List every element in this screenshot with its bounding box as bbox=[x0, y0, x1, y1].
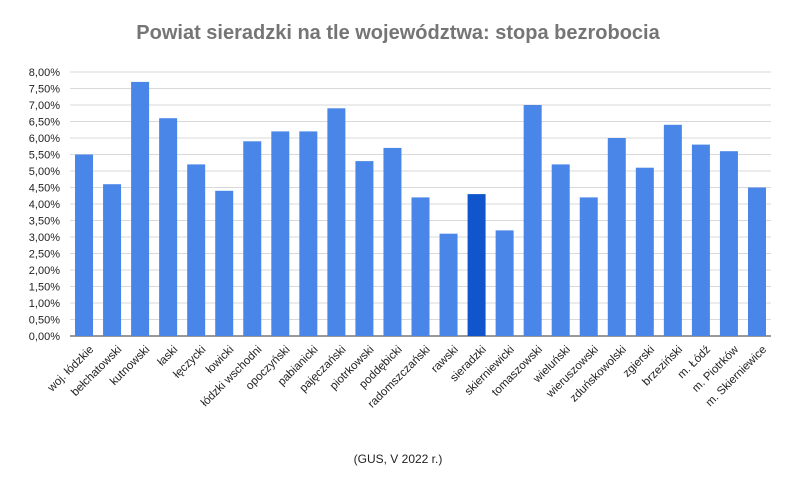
y-tick-label: 3,00% bbox=[29, 232, 60, 244]
source-note: (GUS, V 2022 r.) bbox=[353, 452, 443, 466]
y-tick-label: 7,00% bbox=[29, 100, 60, 112]
bar bbox=[271, 131, 290, 336]
bar bbox=[355, 161, 374, 336]
y-tick-label: 7,50% bbox=[29, 84, 60, 96]
bar bbox=[75, 154, 94, 336]
bar bbox=[187, 164, 206, 336]
y-tick-label: 5,00% bbox=[29, 166, 60, 178]
chart-title: Powiat sieradzki na tle województwa: sto… bbox=[136, 22, 660, 44]
x-tick-label: łaski bbox=[156, 344, 181, 369]
y-tick-label: 0,00% bbox=[29, 331, 60, 343]
bar bbox=[523, 105, 542, 336]
y-tick-label: 2,00% bbox=[29, 265, 60, 277]
y-tick-label: 1,00% bbox=[29, 298, 60, 310]
bar bbox=[299, 131, 318, 336]
y-tick-label: 8,00% bbox=[29, 67, 60, 79]
y-tick-label: 4,50% bbox=[29, 183, 60, 195]
bar bbox=[327, 108, 346, 336]
bar bbox=[467, 194, 486, 336]
bars bbox=[75, 81, 766, 337]
bar bbox=[159, 118, 178, 336]
bar bbox=[579, 197, 598, 336]
y-tick-label: 5,50% bbox=[29, 150, 60, 162]
bar bbox=[411, 197, 430, 336]
bar bbox=[747, 187, 766, 336]
bar bbox=[663, 124, 682, 336]
bar bbox=[243, 141, 262, 336]
bar bbox=[691, 144, 710, 336]
y-tick-label: 1,50% bbox=[29, 282, 60, 294]
bar bbox=[607, 138, 626, 336]
y-tick-label: 6,50% bbox=[29, 117, 60, 129]
bar bbox=[719, 151, 738, 336]
bar bbox=[439, 233, 458, 336]
y-tick-label: 3,50% bbox=[29, 216, 60, 228]
bar bbox=[103, 184, 122, 336]
y-tick-label: 4,00% bbox=[29, 199, 60, 211]
bar bbox=[131, 81, 150, 337]
y-tick-label: 6,00% bbox=[29, 133, 60, 145]
bar bbox=[551, 164, 570, 336]
bar bbox=[495, 230, 514, 336]
bar bbox=[383, 147, 402, 336]
y-axis-ticks: 0,00% 0,50% 1,00% 1,50% 2,00% 2,50% 3,00% 3,50%… bbox=[29, 67, 60, 343]
bar bbox=[635, 167, 654, 336]
y-tick-label: 2,50% bbox=[29, 249, 60, 261]
bar bbox=[215, 190, 234, 336]
y-tick-label: 0,50% bbox=[29, 315, 60, 327]
